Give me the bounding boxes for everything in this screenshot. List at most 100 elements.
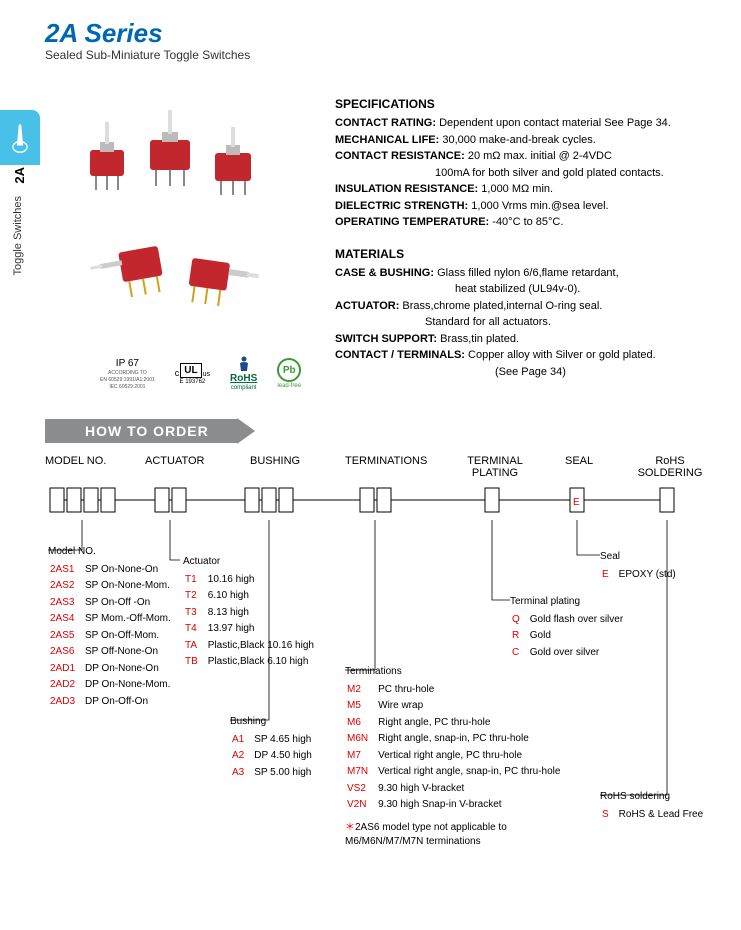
- cert-pb-label: Pb: [283, 365, 296, 376]
- terminations-note: ＊2AS6 model type not applicable to M6/M6…: [345, 821, 575, 850]
- spec-mech-life: 30,000 make-and-break cycles.: [439, 134, 596, 146]
- desc: SP 4.65 high: [254, 733, 320, 748]
- cert-ip67-sub1: ACCORDING TO: [108, 370, 147, 376]
- product-image: [60, 95, 290, 325]
- code: S: [602, 808, 617, 823]
- spec-contact-rating-label: CONTACT RATING:: [335, 117, 436, 129]
- mat-contact-label: CONTACT / TERMINALS:: [335, 349, 465, 361]
- desc: 13.97 high: [208, 622, 322, 637]
- listing-plating: Terminal plating QGold flash over silver…: [510, 595, 633, 662]
- mat-case-label: CASE & BUSHING:: [335, 267, 434, 279]
- side-tab-label: Toggle Switches: [0, 186, 36, 286]
- desc: DP 4.50 high: [254, 749, 320, 764]
- spec-optemp-label: OPERATING TEMPERATURE:: [335, 216, 489, 228]
- oh-actuator: ACTUATOR: [145, 455, 205, 467]
- listing-seal-hdr: Seal: [600, 550, 686, 565]
- mat-actuator-cont: Standard for all actuators.: [335, 314, 715, 331]
- cert-ip67-sub2: EN 60529:1991/A1:2001: [100, 377, 155, 383]
- desc: 9.30 high Snap-in V-bracket: [378, 798, 568, 813]
- listing-bushing-hdr: Bushing: [230, 715, 322, 730]
- oh-bushing: BUSHING: [250, 455, 300, 467]
- code: A2: [232, 749, 252, 764]
- listing-rohs: RoHS soldering SRoHS & Lead Free: [600, 790, 713, 824]
- code: A1: [232, 733, 252, 748]
- listing-terminations-table: M2PC thru-holeM5Wire wrapM6Right angle, …: [345, 681, 570, 815]
- listing-plating-hdr: Terminal plating: [510, 595, 633, 610]
- oh-model: MODEL NO.: [45, 455, 106, 467]
- note-star-icon: ＊: [345, 822, 355, 833]
- mat-support: Brass,tin plated.: [437, 333, 519, 345]
- spec-insulation-label: INSULATION RESISTANCE:: [335, 183, 478, 195]
- listing-actuator-hdr: Actuator: [183, 555, 324, 570]
- desc: Vertical right angle, PC thru-hole: [378, 749, 568, 764]
- desc: DP On-None-On: [85, 662, 179, 677]
- code: M7N: [347, 765, 376, 780]
- spec-optemp: -40°C to 85°C.: [489, 216, 563, 228]
- code: T4: [185, 622, 206, 637]
- code: T3: [185, 606, 206, 621]
- code: VS2: [347, 782, 376, 797]
- desc: 6.10 high: [208, 589, 322, 604]
- code: V2N: [347, 798, 376, 813]
- desc: SP On-None-On: [85, 563, 179, 578]
- spec-dielectric-label: DIELECTRIC STRENGTH:: [335, 200, 468, 212]
- desc: 10.16 high: [208, 573, 322, 588]
- code: C: [512, 646, 528, 661]
- mat-actuator: Brass,chrome plated,internal O-ring seal…: [399, 300, 602, 312]
- code: 2AD1: [50, 662, 83, 677]
- code: TB: [185, 655, 206, 670]
- how-to-order-label: HOW TO ORDER: [45, 419, 237, 443]
- listing-terminations-hdr: Terminations: [345, 665, 575, 680]
- desc: SP Off-None-On: [85, 645, 179, 660]
- cert-ul-mark: UL: [180, 363, 201, 378]
- code: 2AS3: [50, 596, 83, 611]
- listing-plating-table: QGold flash over silverRGoldCGold over s…: [510, 611, 633, 663]
- desc: PC thru-hole: [378, 683, 568, 698]
- listing-actuator-table: T110.16 highT26.10 highT38.13 highT413.9…: [183, 571, 324, 672]
- code: A3: [232, 766, 252, 781]
- listing-rohs-hdr: RoHS soldering: [600, 790, 713, 805]
- how-to-order-band: HOW TO ORDER: [45, 418, 255, 444]
- desc: Wire wrap: [378, 699, 568, 714]
- listing-actuator: Actuator T110.16 highT26.10 highT38.13 h…: [183, 555, 324, 672]
- code: 2AS2: [50, 579, 83, 594]
- spec-contact-rating: Dependent upon contact material See Page…: [436, 117, 671, 129]
- desc: Plastic,Black 6.10 high: [208, 655, 322, 670]
- listing-model-table: 2AS1SP On-None-On2AS2SP On-None-Mom.2AS3…: [48, 561, 181, 712]
- listing-terminations: Terminations M2PC thru-holeM5Wire wrapM6…: [345, 665, 575, 850]
- desc: Plastic,Black 10.16 high: [208, 639, 322, 654]
- desc: 8.13 high: [208, 606, 322, 621]
- code: 2AS1: [50, 563, 83, 578]
- oh-terminations: TERMINATIONS: [345, 455, 427, 467]
- cert-rohs-sub: compliant: [231, 385, 257, 391]
- desc: 9.30 high V-bracket: [378, 782, 568, 797]
- cert-rohs-label: RoHS: [230, 373, 257, 384]
- spec-mech-life-label: MECHANICAL LIFE:: [335, 134, 439, 146]
- desc: SP On-None-Mom.: [85, 579, 179, 594]
- toggle-switch-icon: [11, 122, 29, 154]
- listing-model-hdr: Model NO.: [48, 545, 181, 560]
- code: T1: [185, 573, 206, 588]
- code: M2: [347, 683, 376, 698]
- spec-contact-res: 20 mΩ max. initial @ 2-4VDC: [465, 150, 612, 162]
- side-tab: 2A Toggle Switches: [0, 110, 40, 285]
- terminations-note-text: 2AS6 model type not applicable to M6/M6N…: [345, 822, 507, 848]
- desc: Vertical right angle, snap-in, PC thru-h…: [378, 765, 568, 780]
- code: TA: [185, 639, 206, 654]
- desc: SP 5.00 high: [254, 766, 320, 781]
- mat-actuator-label: ACTUATOR:: [335, 300, 399, 312]
- specs-heading: SPECIFICATIONS: [335, 95, 715, 113]
- mat-support-label: SWITCH SUPPORT:: [335, 333, 437, 345]
- oh-rohs: RoHS SOLDERING: [630, 455, 710, 479]
- code: M7: [347, 749, 376, 764]
- code: 2AS6: [50, 645, 83, 660]
- how-to-order-arrow-icon: [237, 418, 255, 444]
- materials-heading: MATERIALS: [335, 245, 715, 263]
- spec-insulation: 1,000 MΩ min.: [478, 183, 553, 195]
- code: E: [602, 568, 617, 583]
- desc: DP On-Off-On: [85, 695, 179, 710]
- cert-ul: c UL us E 193762: [175, 363, 210, 385]
- code: 2AS4: [50, 612, 83, 627]
- desc: Gold: [530, 629, 631, 644]
- desc: SP On-Off-Mom.: [85, 629, 179, 644]
